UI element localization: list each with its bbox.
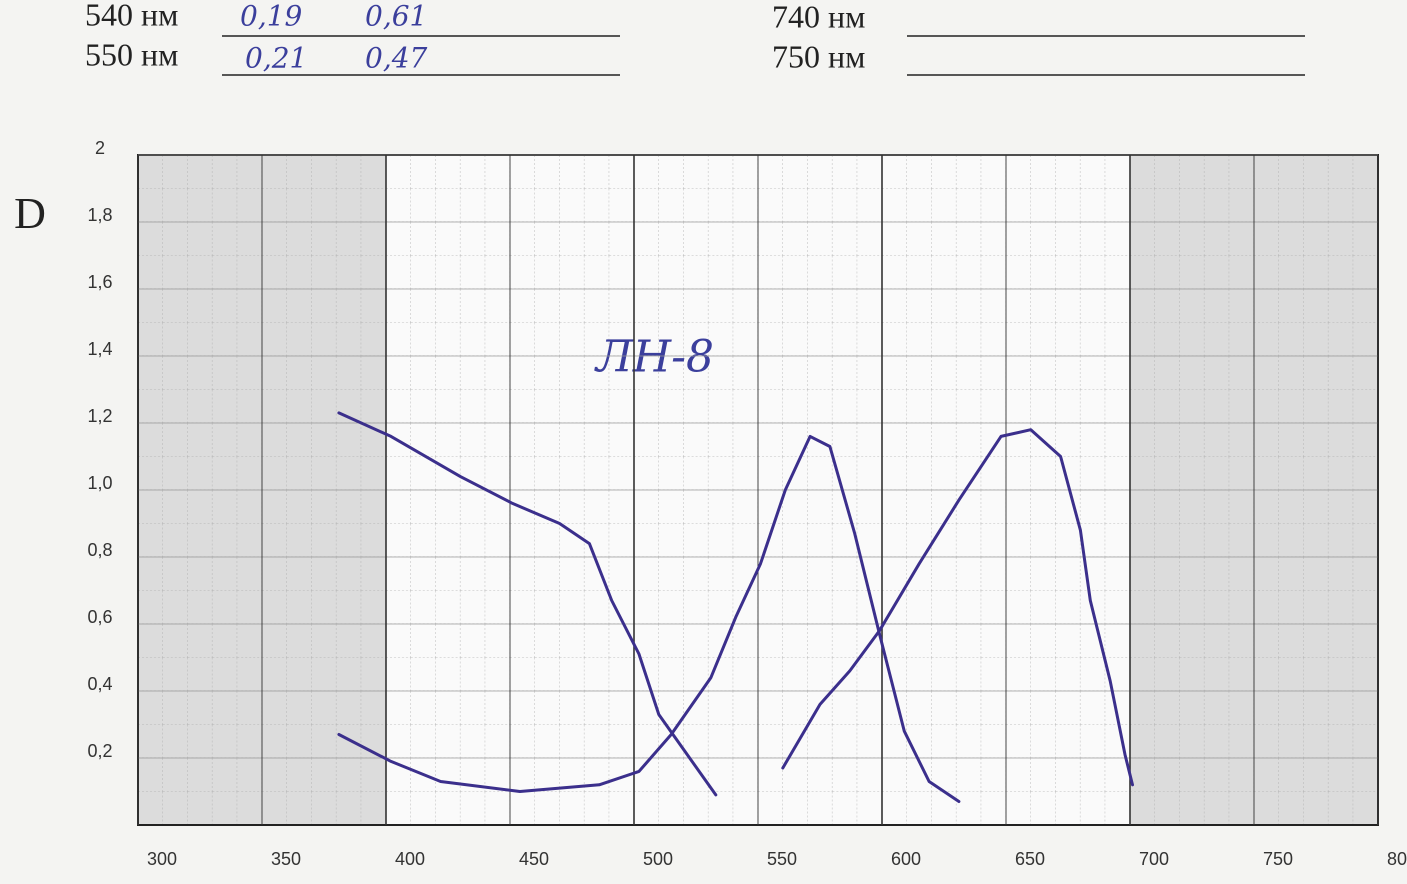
y-axis-label: D	[14, 189, 46, 238]
data-line	[781, 428, 1134, 787]
row-label: 550 нм	[85, 36, 178, 72]
value: 0,21	[245, 42, 307, 75]
x-tick-label: 400	[395, 849, 425, 869]
x-tick-label: 500	[643, 849, 673, 869]
y-tick-label: 1,2	[87, 406, 112, 426]
y-tick-label: 0,8	[87, 540, 112, 560]
value: 0,61	[365, 0, 427, 33]
data-line	[337, 434, 961, 803]
row-label: 740 нм	[772, 0, 865, 34]
y-tick-label: 2	[95, 138, 105, 158]
y-tick-label: 1,6	[87, 272, 112, 292]
y-tick-label: 0,6	[87, 607, 112, 627]
y-tick-label: 0,4	[87, 674, 112, 694]
value: 0,47	[365, 42, 428, 75]
y-tick-label: 1,8	[87, 205, 112, 225]
x-tick-label: 300	[147, 849, 177, 869]
x-tick-label: 550	[767, 849, 797, 869]
y-tick-label: 1,4	[87, 339, 112, 359]
x-tick-label: 600	[891, 849, 921, 869]
value: 0,19	[240, 0, 302, 33]
x-tick-label: 650	[1015, 849, 1045, 869]
x-tick-label: 350	[271, 849, 301, 869]
row-label: 750 нм	[772, 38, 865, 74]
y-tick-label: 0,2	[87, 741, 112, 761]
row-label: 540 нм	[85, 0, 178, 32]
x-tick-label: 800	[1387, 849, 1407, 869]
annotation: ЛН-8	[594, 332, 714, 383]
y-tick-label: 1,0	[87, 473, 112, 493]
x-tick-label: 750	[1263, 849, 1293, 869]
x-tick-label: 450	[519, 849, 549, 869]
x-tick-label: 700	[1139, 849, 1169, 869]
data-line	[337, 411, 718, 797]
